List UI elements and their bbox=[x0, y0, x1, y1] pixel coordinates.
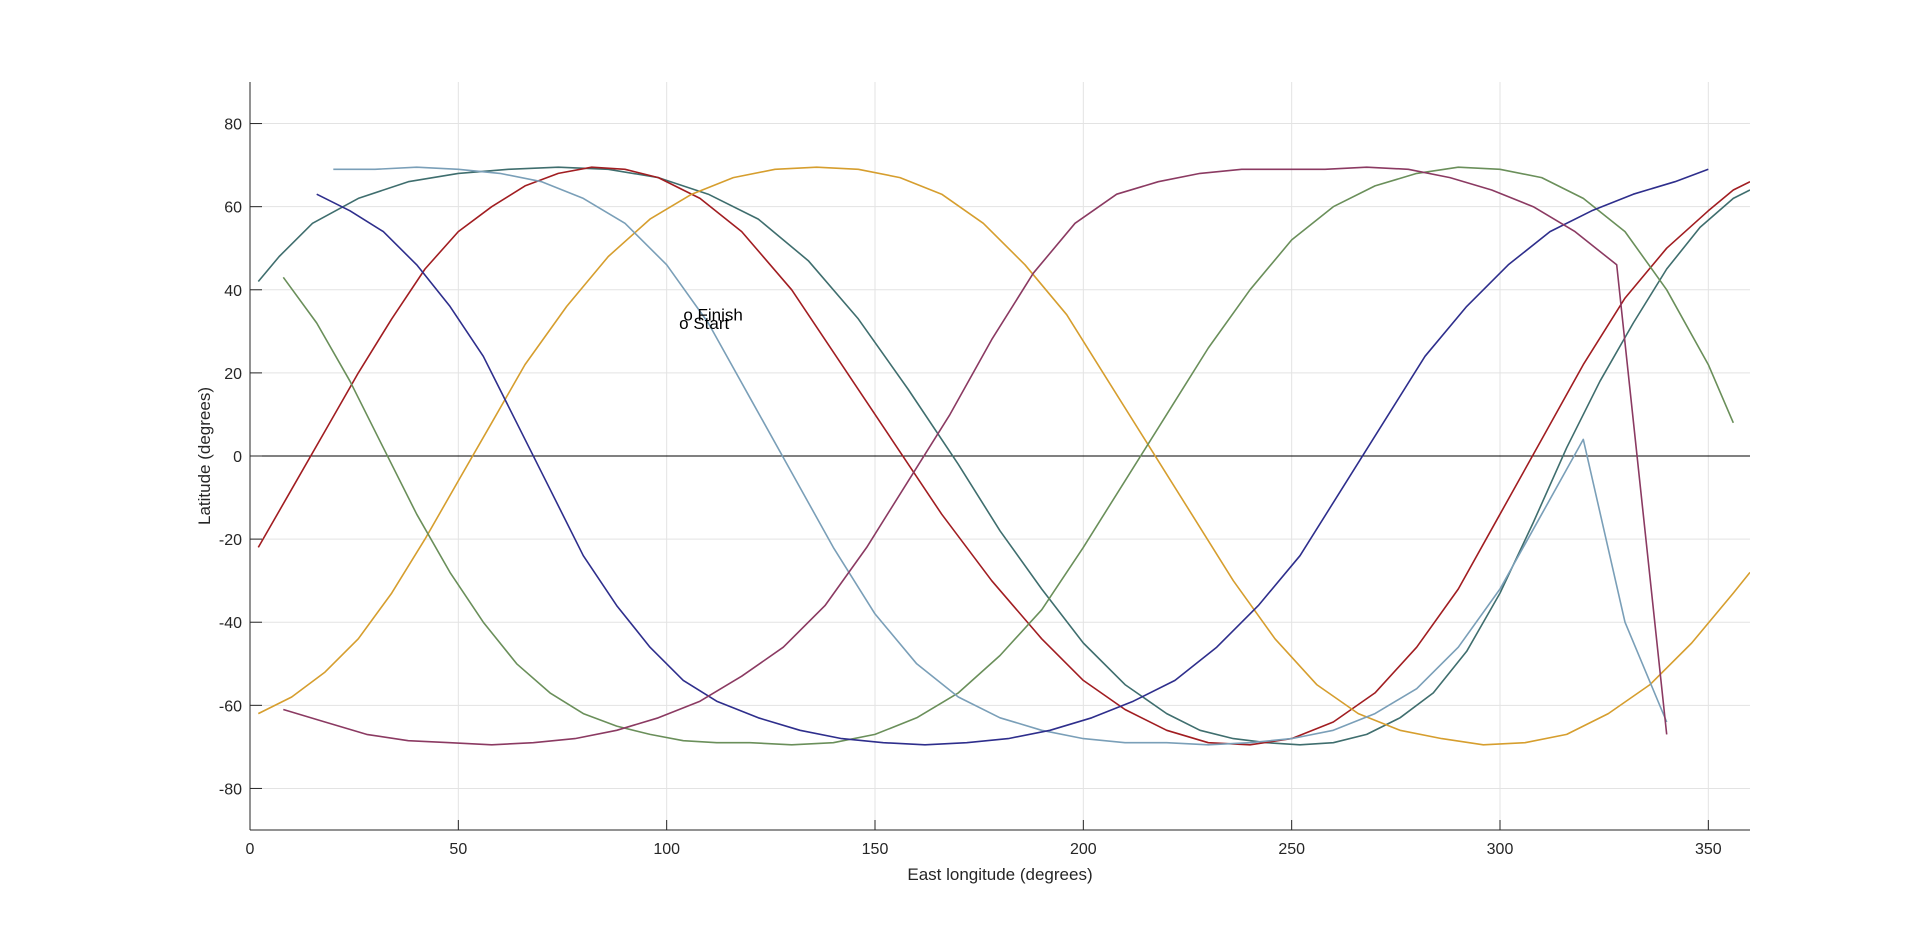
y-tick-label: 60 bbox=[224, 200, 242, 217]
ground-track-line bbox=[257, 166, 1750, 746]
y-tick-label: -60 bbox=[219, 698, 242, 715]
x-tick-label: 200 bbox=[1070, 841, 1097, 858]
grid-layer bbox=[249, 82, 1750, 830]
x-tick-label: 300 bbox=[1487, 841, 1514, 858]
y-axis-label: Latitude (degrees) bbox=[195, 387, 214, 525]
x-tick-label: 350 bbox=[1695, 841, 1722, 858]
x-tick-label: 100 bbox=[653, 841, 680, 858]
y-tick-label: 80 bbox=[224, 117, 242, 134]
ground-track-line bbox=[333, 166, 1668, 746]
y-tick-label: -20 bbox=[219, 532, 242, 549]
y-tick-label: 40 bbox=[224, 283, 242, 300]
x-tick-label: 150 bbox=[862, 841, 889, 858]
x-tick-label: 50 bbox=[449, 841, 467, 858]
ground-track-line bbox=[257, 166, 1750, 746]
x-tick-label: 250 bbox=[1278, 841, 1305, 858]
x-tick-label: 0 bbox=[246, 841, 255, 858]
y-tick-label: -80 bbox=[219, 781, 242, 798]
tick-labels: 0 50 100 150 200 250 300 350 -80 -60 -40 -20 0 20 40 60… bbox=[219, 117, 1722, 858]
y-tick-label: 20 bbox=[224, 366, 242, 383]
ground-track-line bbox=[283, 166, 1668, 746]
x-axis-label: East longitude (degrees) bbox=[907, 865, 1092, 884]
ground-track-line bbox=[282, 166, 1735, 746]
y-tick-label: 0 bbox=[233, 449, 242, 466]
start-annotation: o Start bbox=[679, 314, 729, 333]
axes-layer bbox=[249, 82, 1750, 831]
ground-track-line bbox=[316, 168, 1709, 746]
y-tick-label: -40 bbox=[219, 615, 242, 632]
series-layer bbox=[257, 166, 1750, 746]
ground-track-line bbox=[257, 166, 1750, 746]
finish-annotation: o Finish bbox=[683, 306, 743, 325]
